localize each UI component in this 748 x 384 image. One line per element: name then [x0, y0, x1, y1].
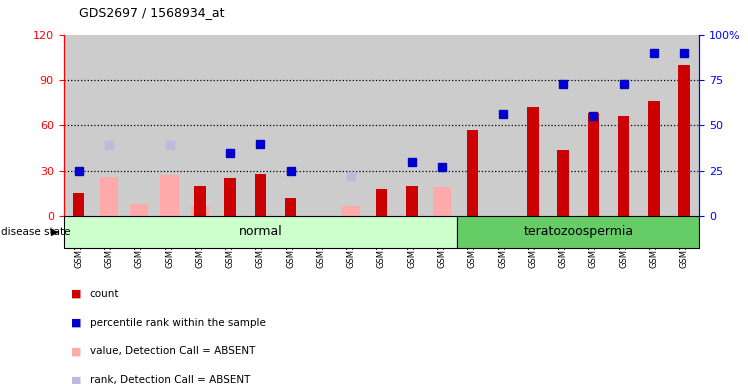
- Bar: [245, 35, 275, 216]
- Bar: [215, 35, 245, 216]
- Bar: [488, 35, 518, 216]
- Bar: [433, 187, 451, 216]
- Bar: [518, 35, 548, 216]
- Bar: [194, 186, 206, 216]
- Bar: [367, 35, 396, 216]
- Text: rank, Detection Call = ABSENT: rank, Detection Call = ABSENT: [90, 375, 250, 384]
- Text: ■: ■: [71, 346, 82, 356]
- Text: ■: ■: [71, 375, 82, 384]
- Bar: [94, 35, 124, 216]
- Text: count: count: [90, 289, 119, 299]
- Bar: [336, 35, 367, 216]
- Text: GDS2697 / 1568934_at: GDS2697 / 1568934_at: [79, 6, 224, 19]
- Bar: [306, 35, 336, 216]
- Bar: [609, 35, 639, 216]
- Bar: [618, 116, 629, 216]
- Bar: [64, 216, 457, 248]
- Bar: [457, 35, 488, 216]
- Bar: [100, 177, 118, 216]
- Bar: [64, 35, 94, 216]
- Bar: [224, 178, 236, 216]
- Bar: [130, 204, 148, 216]
- Bar: [457, 216, 699, 248]
- Bar: [342, 205, 361, 216]
- Bar: [285, 198, 296, 216]
- Bar: [639, 35, 669, 216]
- Bar: [275, 35, 306, 216]
- Bar: [124, 35, 154, 216]
- Text: disease state: disease state: [1, 227, 71, 237]
- Bar: [588, 113, 599, 216]
- Bar: [669, 35, 699, 216]
- Bar: [406, 186, 417, 216]
- Bar: [557, 150, 569, 216]
- Bar: [191, 205, 209, 216]
- Bar: [527, 107, 539, 216]
- Bar: [161, 175, 179, 216]
- Bar: [678, 65, 690, 216]
- Text: percentile rank within the sample: percentile rank within the sample: [90, 318, 266, 328]
- Text: ■: ■: [71, 289, 82, 299]
- Text: ■: ■: [71, 318, 82, 328]
- Bar: [396, 35, 427, 216]
- Text: normal: normal: [239, 225, 282, 238]
- Bar: [548, 35, 578, 216]
- Bar: [375, 189, 387, 216]
- Text: value, Detection Call = ABSENT: value, Detection Call = ABSENT: [90, 346, 255, 356]
- Bar: [427, 35, 457, 216]
- Text: teratozoospermia: teratozoospermia: [523, 225, 634, 238]
- Bar: [185, 35, 215, 216]
- Bar: [467, 130, 478, 216]
- Bar: [578, 35, 609, 216]
- Bar: [649, 101, 660, 216]
- Text: ▶: ▶: [51, 227, 58, 237]
- Bar: [254, 174, 266, 216]
- Bar: [154, 35, 185, 216]
- Bar: [73, 194, 85, 216]
